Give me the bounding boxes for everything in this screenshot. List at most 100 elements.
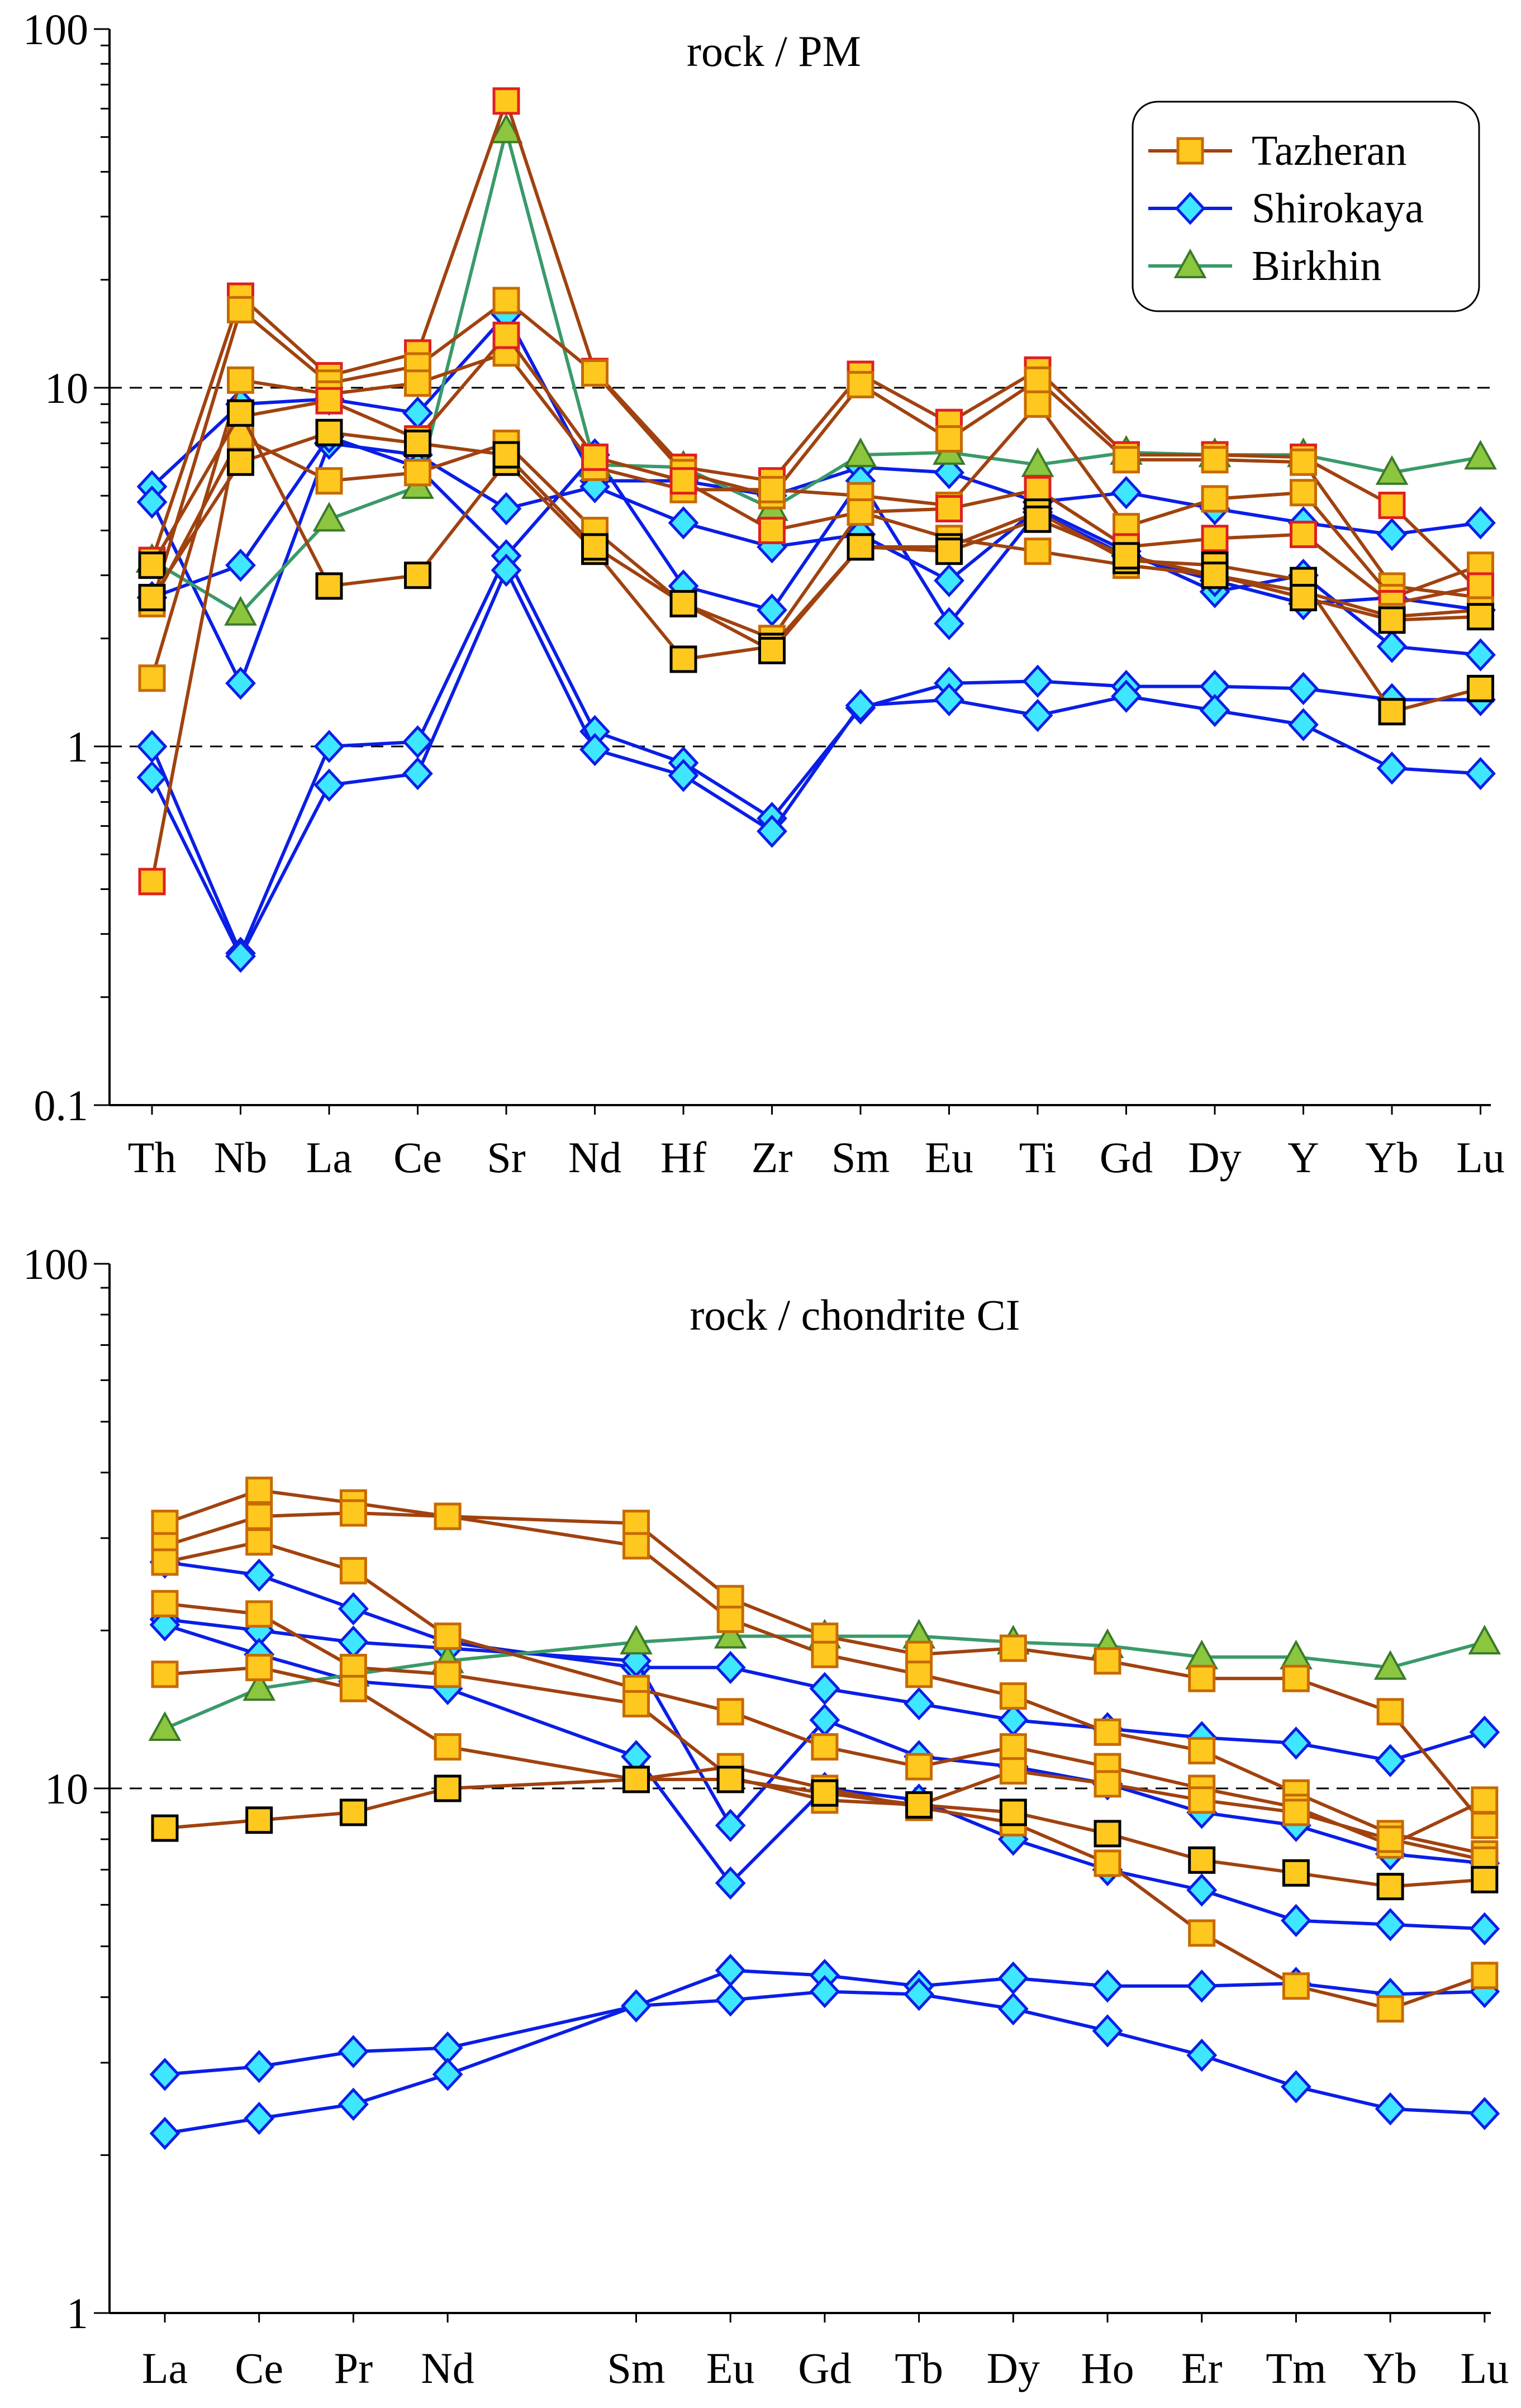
data-point bbox=[1092, 2014, 1123, 2048]
data-point bbox=[138, 868, 166, 896]
series-line bbox=[150, 334, 1481, 882]
data-point bbox=[434, 1622, 462, 1650]
data-point bbox=[434, 1660, 462, 1688]
x-tick-label: Tm bbox=[1266, 2344, 1326, 2392]
data-point bbox=[621, 1989, 652, 2022]
data-point bbox=[1094, 1849, 1121, 1877]
data-point bbox=[905, 1660, 933, 1688]
data-point bbox=[1376, 751, 1408, 785]
data-point bbox=[1186, 1969, 1218, 2003]
data-point bbox=[622, 1690, 650, 1717]
data-point bbox=[225, 939, 256, 973]
legend-label: Tazheran bbox=[1252, 127, 1406, 174]
data-point bbox=[245, 1600, 273, 1628]
x-tick-label: Eu bbox=[706, 2344, 755, 2392]
data-point bbox=[811, 1733, 839, 1761]
data-point bbox=[847, 498, 874, 526]
x-tick-label: Gd bbox=[1100, 1133, 1153, 1182]
data-point bbox=[138, 551, 166, 579]
data-point bbox=[997, 1992, 1029, 2026]
data-point bbox=[138, 664, 166, 692]
data-point bbox=[1376, 1995, 1404, 2023]
data-point bbox=[905, 1791, 933, 1819]
data-point bbox=[1378, 492, 1406, 520]
data-point bbox=[809, 1672, 840, 1705]
data-point bbox=[581, 443, 609, 471]
series-line bbox=[150, 554, 1481, 955]
data-point bbox=[245, 1654, 273, 1682]
data-point bbox=[432, 2058, 463, 2091]
data-point bbox=[1186, 2038, 1218, 2072]
legend-label: Shirokaya bbox=[1252, 185, 1424, 232]
series-line bbox=[164, 1968, 1485, 2076]
data-point bbox=[402, 756, 433, 791]
data-point bbox=[1378, 606, 1406, 634]
series-line bbox=[150, 99, 1482, 593]
data-point bbox=[905, 1753, 933, 1781]
data-point bbox=[1199, 693, 1230, 727]
data-point bbox=[244, 2101, 275, 2135]
x-tick-label: Nd bbox=[421, 2344, 474, 2392]
x-tick-label: Zr bbox=[752, 1133, 793, 1182]
data-point bbox=[339, 1798, 367, 1826]
data-point bbox=[1094, 1820, 1121, 1848]
y-tick-label: 0.1 bbox=[34, 1081, 89, 1130]
y-tick-label: 100 bbox=[23, 5, 88, 54]
x-tick-label: Tb bbox=[895, 2344, 943, 2392]
data-point bbox=[1469, 2097, 1500, 2130]
series-tazheran bbox=[151, 1765, 1499, 1901]
data-point bbox=[1201, 446, 1229, 474]
data-point bbox=[312, 502, 346, 532]
data-point bbox=[148, 1711, 182, 1741]
data-point bbox=[1465, 506, 1496, 540]
data-point bbox=[758, 475, 786, 503]
data-point bbox=[434, 1774, 462, 1802]
x-tick-label: Sm bbox=[607, 2344, 665, 2392]
data-point bbox=[227, 448, 254, 476]
data-point bbox=[245, 1502, 273, 1530]
data-point bbox=[1464, 440, 1497, 470]
data-point bbox=[809, 1974, 840, 2009]
legend-marker bbox=[1175, 192, 1206, 225]
series-line bbox=[164, 1540, 1486, 1847]
data-point bbox=[1290, 479, 1317, 507]
data-point bbox=[1094, 1770, 1121, 1798]
data-point bbox=[715, 1650, 746, 1684]
data-point bbox=[151, 1510, 179, 1538]
data-point bbox=[999, 1682, 1027, 1710]
data-point bbox=[669, 590, 697, 618]
data-point bbox=[934, 607, 964, 640]
data-point bbox=[315, 387, 343, 415]
x-tick-label: Ce bbox=[235, 2344, 283, 2392]
data-point bbox=[1375, 1744, 1406, 1777]
legend-item-shirokaya: Shirokaya bbox=[1148, 185, 1424, 232]
data-point bbox=[668, 759, 699, 792]
data-point bbox=[339, 1674, 367, 1702]
data-point bbox=[1092, 1969, 1123, 2003]
series-line bbox=[164, 1634, 1485, 1730]
axes: 0.1 1 10 100 Th Nb La Ce Sr Nd Hf Zr Sm Eu Ti Gd Dy Y Yb Lu bbox=[23, 5, 1505, 1182]
data-point bbox=[1094, 1647, 1121, 1675]
data-point bbox=[1113, 446, 1140, 474]
data-point bbox=[1280, 1726, 1311, 1760]
x-tick-label: Dy bbox=[987, 2344, 1040, 2392]
data-point bbox=[225, 667, 256, 700]
data-point bbox=[1469, 1912, 1500, 1945]
data-point bbox=[1188, 1919, 1216, 1947]
data-point bbox=[999, 1798, 1027, 1826]
data-point bbox=[338, 2087, 369, 2121]
axes: 1 10 100 La Ce Pr Nd Sm Eu Gd Tb Dy Ho Er Tm Yb Lu bbox=[23, 1240, 1509, 2392]
data-point bbox=[757, 815, 787, 848]
data-point bbox=[245, 1528, 273, 1556]
legend-marker bbox=[1173, 248, 1207, 278]
data-point bbox=[315, 418, 343, 446]
data-point bbox=[1465, 638, 1496, 672]
data-point bbox=[1471, 1962, 1499, 1990]
series-line bbox=[164, 1623, 1485, 1931]
data-point bbox=[491, 553, 522, 587]
data-point bbox=[1471, 1811, 1499, 1839]
data-point bbox=[1282, 1798, 1310, 1826]
data-point bbox=[1376, 517, 1408, 551]
data-point bbox=[1376, 630, 1408, 663]
data-point bbox=[434, 1502, 462, 1530]
